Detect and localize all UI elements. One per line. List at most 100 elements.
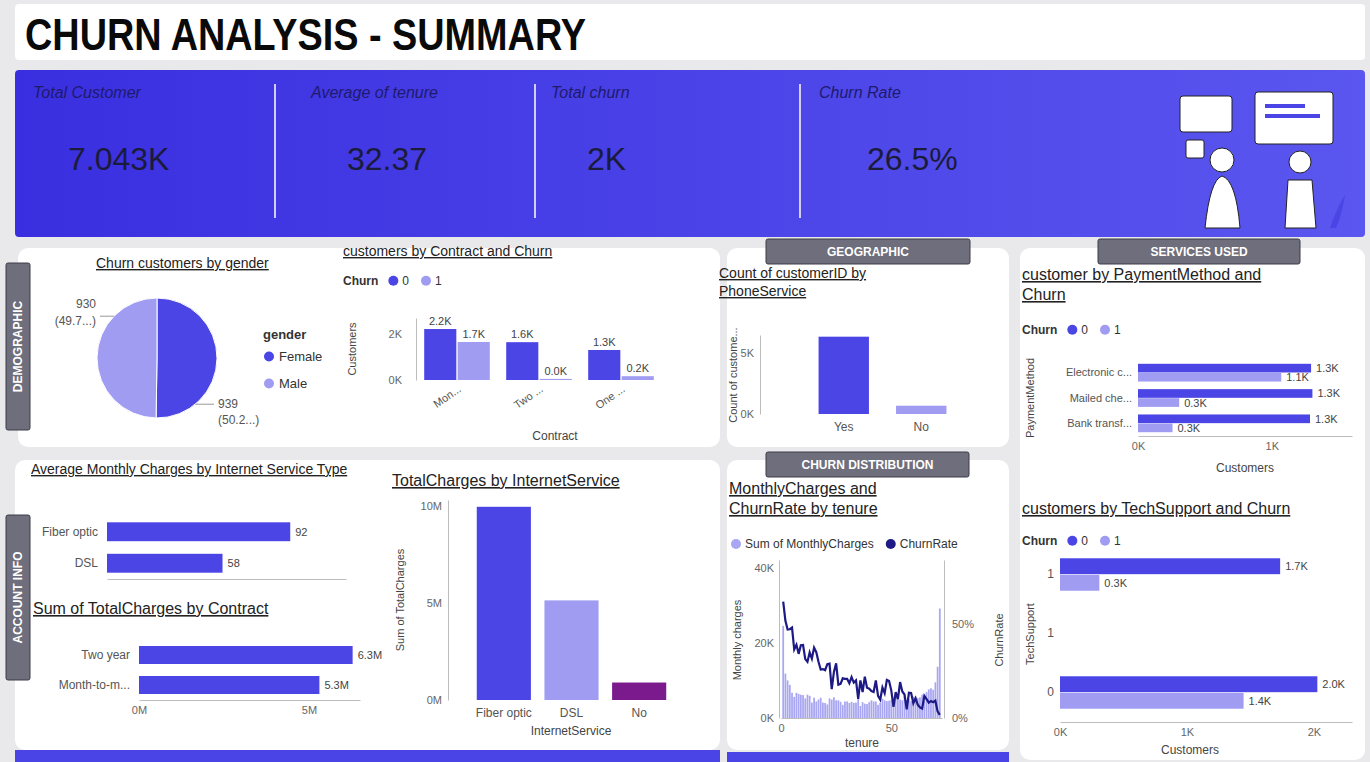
kpi-label: Total Customer — [33, 84, 142, 101]
slice — [97, 298, 157, 418]
kpi-band — [15, 70, 1365, 237]
bar — [544, 600, 598, 700]
legend-label: 0 — [1081, 534, 1088, 548]
plot-area — [819, 337, 947, 414]
bar — [1138, 373, 1281, 382]
data-labels: 2.2K1.6K1.3K1.7K0.0K0.2K — [429, 315, 650, 377]
tick: One ... — [593, 380, 627, 411]
plot-area — [782, 602, 940, 718]
category-axis: Mon... Two ... One ... — [431, 380, 627, 411]
bar — [819, 337, 869, 414]
bar — [1060, 558, 1280, 574]
axis-title: PaymentMethod — [1024, 358, 1036, 438]
kpi-value: 7.043K — [68, 141, 169, 177]
leader-line — [100, 316, 114, 317]
tick: 1 — [1047, 567, 1060, 581]
bar — [1138, 398, 1179, 407]
bar — [813, 698, 815, 718]
bar — [877, 705, 879, 718]
legend-title: Churn — [1022, 323, 1057, 337]
bar-chart: Sum of TotalCharges by Contract6.3M5.3M0… — [33, 600, 382, 716]
value-axis: 0M5M — [132, 700, 361, 716]
value-axis: 0K1K2K — [1054, 722, 1353, 738]
tick: 50 — [886, 718, 898, 734]
data-label: 1.3K — [1317, 387, 1340, 399]
value-axis: 0K 2K — [389, 319, 417, 387]
legend-marker — [1067, 536, 1077, 546]
combo-chart: MonthlyCharges and ChurnRate by tenure Sum… — [729, 480, 1005, 750]
data-label: 939 — [218, 397, 238, 411]
section-tab — [6, 515, 30, 680]
bar — [829, 698, 831, 718]
illustration-shape — [1285, 180, 1316, 228]
tick: 0K — [389, 374, 416, 386]
tick: 2K — [1308, 722, 1322, 738]
bar — [782, 626, 784, 718]
text-line: MonthlyCharges and — [729, 480, 877, 497]
text-line: ChurnRate by tenure — [729, 500, 878, 517]
data-label: 2.0K — [1322, 678, 1345, 690]
axis-line — [782, 718, 943, 719]
chart-title: customers by TechSupport and Churn — [1022, 500, 1290, 517]
plot-area — [139, 646, 353, 694]
section-label: CHURN DISTRIBUTION — [802, 458, 934, 472]
tick-label: 2K — [389, 328, 403, 340]
tick-label: 1K — [1266, 440, 1280, 452]
bar — [842, 705, 844, 718]
tick: Month-to-m... — [59, 678, 139, 692]
legend-marker — [264, 379, 274, 389]
tick-label: DSL — [75, 556, 99, 570]
illustration-shape — [1205, 176, 1240, 228]
data-labels: 1.7K2.0K0.3K1.4K — [1104, 560, 1345, 707]
tick-label: Mon... — [431, 382, 463, 409]
data-labels: 9258 — [228, 526, 308, 570]
text-line: Churn customers by gender — [96, 255, 269, 271]
bar — [793, 697, 795, 718]
chart-title: Sum of TotalCharges by Contract — [33, 600, 269, 617]
bar-chart: customer by PaymentMethod andChurnChurn0… — [1022, 266, 1353, 475]
bar — [612, 683, 666, 700]
tick: 1K — [1181, 722, 1195, 738]
bar — [107, 554, 223, 573]
bar — [800, 695, 802, 718]
axis-line — [779, 561, 780, 719]
tick: 0% — [944, 712, 968, 724]
tick: 2K — [389, 328, 416, 340]
legend-label: 1 — [435, 274, 442, 288]
axis-title: TechSupport — [1024, 603, 1036, 665]
legend-label: Sum of MonthlyCharges — [745, 537, 874, 551]
data-label: (50.2...) — [218, 413, 259, 427]
bar — [1060, 676, 1317, 692]
text-line: Average Monthly Charges by Internet Serv… — [31, 461, 347, 477]
section-label: GEOGRAPHIC — [827, 245, 909, 259]
y-axis: 0K20K40K — [754, 561, 779, 725]
bar — [833, 697, 835, 718]
tick: 50% — [944, 618, 974, 630]
kpi-divider — [274, 84, 276, 218]
tick: 0K — [1132, 436, 1146, 452]
panel — [727, 460, 1009, 750]
tick-label: Mailed che... — [1070, 392, 1132, 404]
tick: 40K — [754, 562, 779, 574]
bar — [804, 698, 806, 718]
legend-marker — [1067, 325, 1077, 335]
legend-title: Churn — [343, 274, 378, 288]
bar — [818, 700, 820, 718]
illustration-shape — [1330, 195, 1345, 228]
value-axis: 0K 1K — [1132, 436, 1353, 452]
axis-title: Customers — [1161, 743, 1219, 757]
tick: No — [631, 700, 647, 720]
category-axis: Fiber opticDSLNo — [476, 700, 647, 720]
kpi-label: Average of tenure — [310, 84, 438, 101]
line — [783, 602, 940, 715]
category-axis: Fiber opticDSL — [42, 525, 107, 571]
tick-label: Two ... — [512, 382, 545, 410]
text-line: customers by Contract and Churn — [343, 243, 552, 259]
bar — [875, 701, 877, 718]
plot-area — [477, 507, 666, 700]
bottom-strip — [15, 750, 720, 762]
tick: 10M — [421, 500, 448, 512]
bar — [1138, 424, 1173, 433]
panel — [1020, 248, 1365, 760]
category-axis: Electronic c...Mailed che...Bank transf.… — [1066, 366, 1138, 429]
